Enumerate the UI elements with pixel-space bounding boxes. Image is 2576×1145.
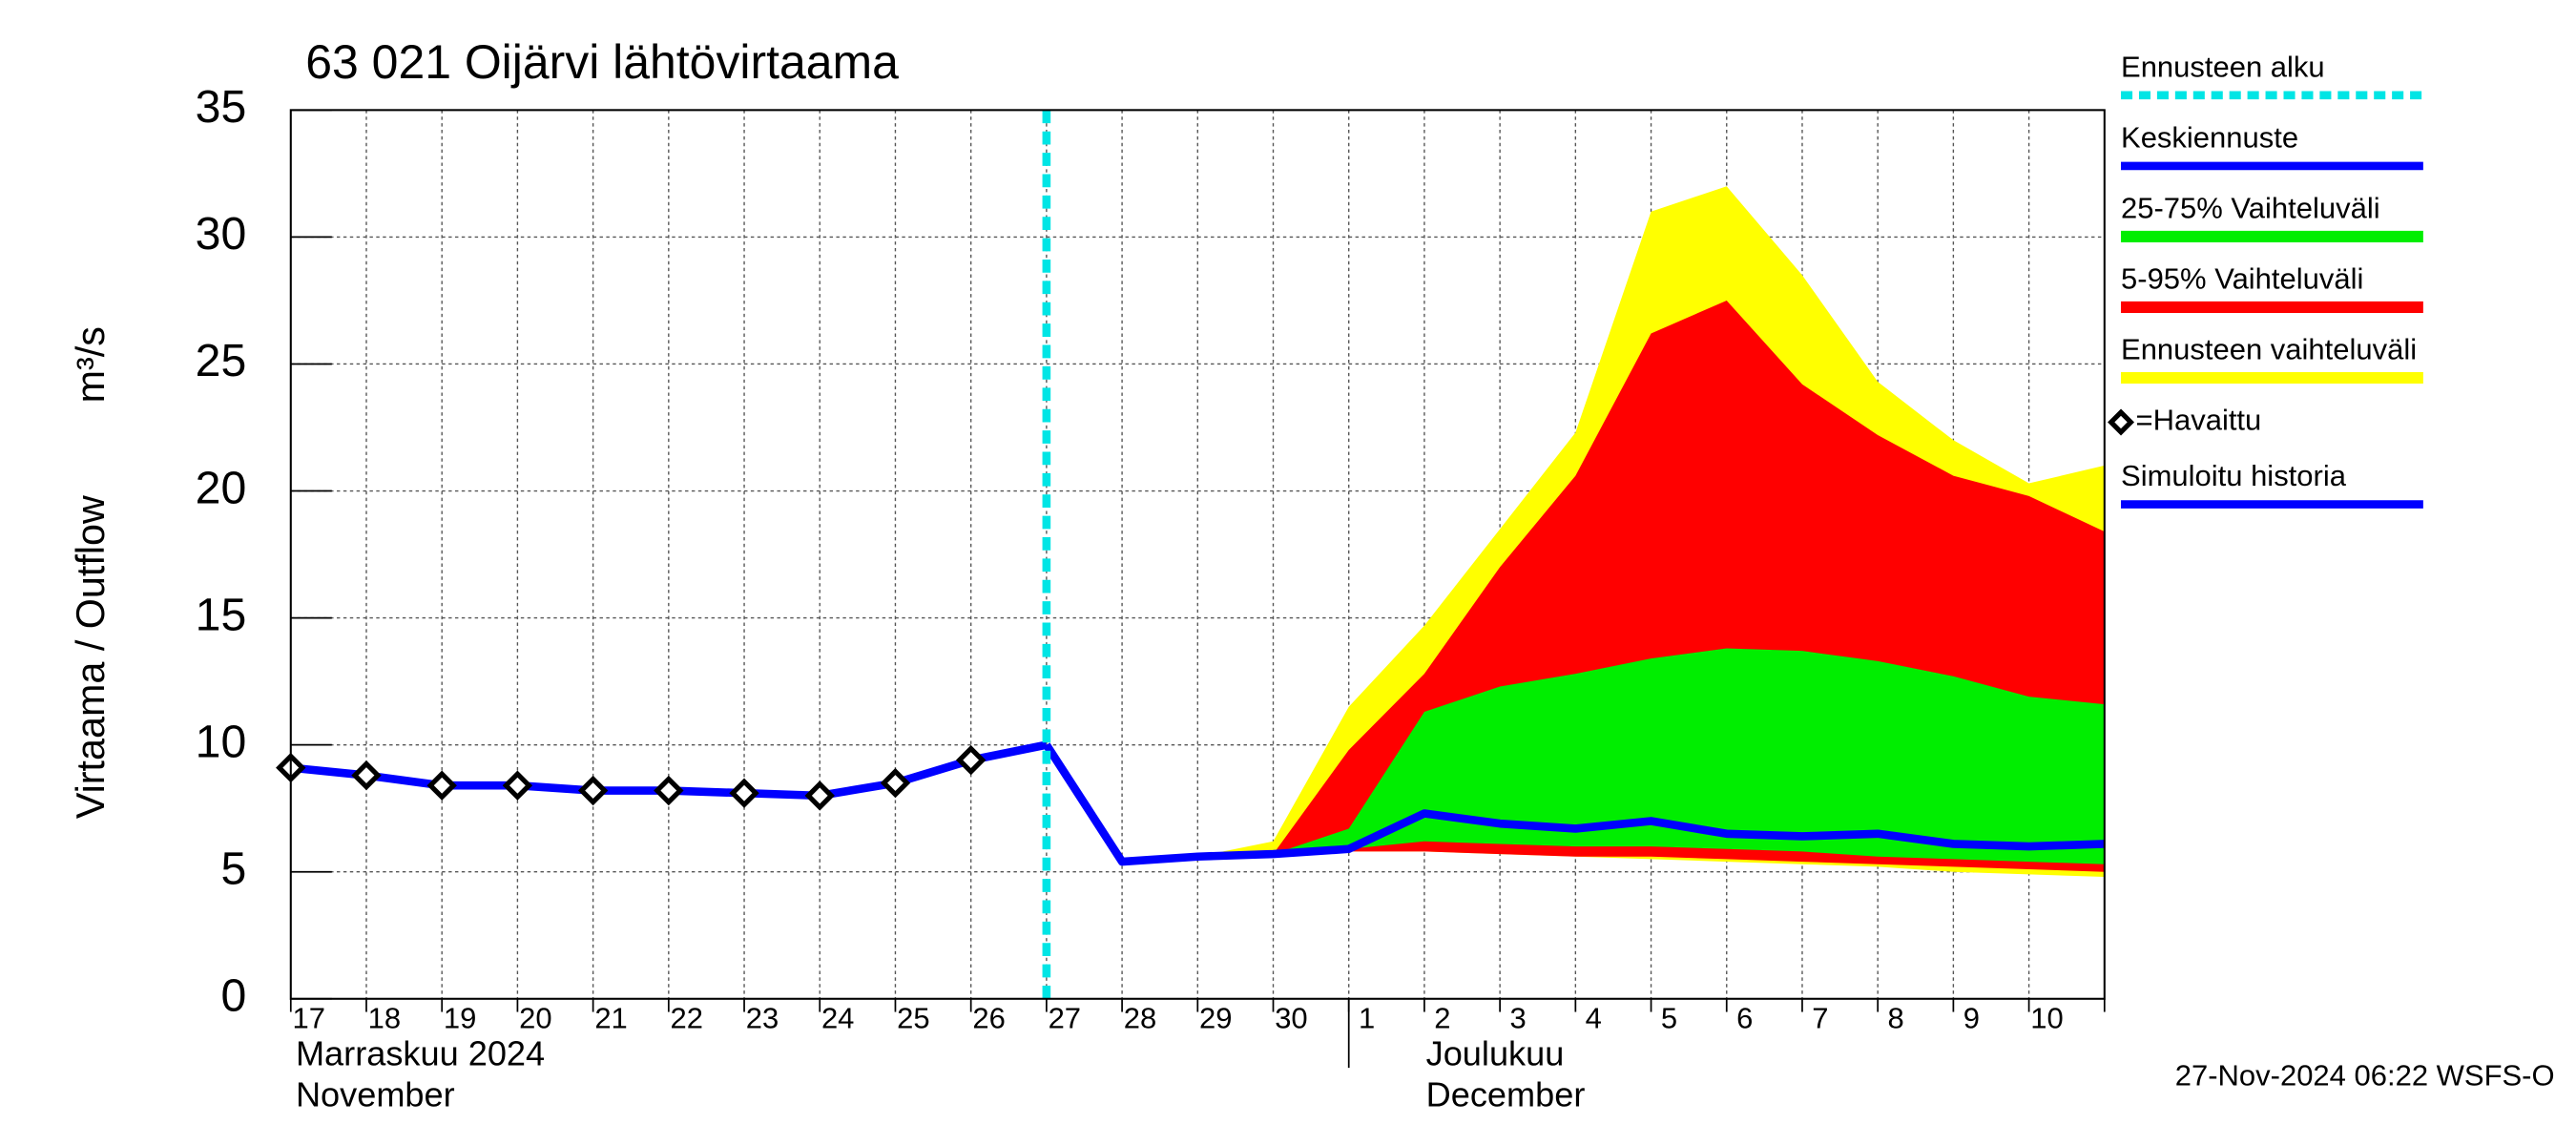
legend-label: 25-75% Vaihteluväli — [2121, 192, 2380, 225]
x-tick-label: 26 — [972, 1001, 1005, 1034]
month-label: Joulukuu — [1426, 1034, 1565, 1073]
x-tick-label: 21 — [594, 1001, 627, 1034]
y-tick-label: 30 — [196, 208, 247, 260]
observed-marker — [577, 775, 609, 806]
observed-marker — [955, 744, 987, 776]
y-tick-label: 25 — [196, 335, 247, 386]
y-axis-label: Virtaama / Outflow — [69, 495, 113, 819]
observed-marker — [880, 767, 911, 799]
band — [1273, 648, 2105, 864]
x-tick-label: 24 — [821, 1001, 854, 1034]
observed-marker — [426, 770, 457, 801]
x-tick-label: 28 — [1124, 1001, 1156, 1034]
y-tick-label: 5 — [220, 843, 246, 894]
legend-label: Ennusteen alku — [2121, 50, 2325, 83]
x-tick-label: 22 — [671, 1001, 703, 1034]
x-tick-label: 30 — [1275, 1001, 1307, 1034]
x-tick-label: 10 — [2030, 1001, 2063, 1034]
legend-label: =Havaittu — [2136, 404, 2262, 437]
x-tick-label: 27 — [1049, 1001, 1081, 1034]
x-tick-label: 23 — [746, 1001, 779, 1034]
legend-label: 5-95% Vaihteluväli — [2121, 262, 2363, 296]
x-tick-label: 9 — [1963, 1001, 1980, 1034]
legend-marker — [2108, 408, 2135, 436]
x-tick-label: 19 — [444, 1001, 476, 1034]
x-tick-label: 3 — [1509, 1001, 1526, 1034]
x-tick-label: 7 — [1812, 1001, 1828, 1034]
y-tick-label: 20 — [196, 462, 247, 513]
plot-frame — [289, 109, 2106, 1000]
legend-label: Keskiennuste — [2121, 121, 2298, 155]
y-tick-label: 35 — [196, 81, 247, 133]
observed-marker — [654, 775, 684, 806]
y-tick-label: 10 — [196, 716, 247, 767]
x-tick-label: 1 — [1359, 1001, 1375, 1034]
footer: 27-Nov-2024 06:22 WSFS-O — [2175, 1059, 2555, 1093]
x-tick-label: 25 — [897, 1001, 929, 1034]
x-tick-label: 5 — [1661, 1001, 1677, 1034]
observed-marker — [729, 778, 759, 808]
line — [1043, 742, 2105, 866]
y-tick-label: 0 — [220, 970, 246, 1022]
chart-title: 63 021 Oijärvi lähtövirtaama — [305, 35, 899, 89]
observed-marker — [502, 770, 533, 801]
legend-label: Ennusteen vaihteluväli — [2121, 333, 2417, 366]
observed-marker — [804, 781, 835, 811]
x-tick-label: 8 — [1887, 1001, 1903, 1034]
x-tick-label: 18 — [368, 1001, 401, 1034]
month-label: November — [296, 1075, 455, 1114]
observed-marker — [351, 760, 382, 791]
x-tick-label: 29 — [1199, 1001, 1232, 1034]
y-axis-unit: m³/s — [69, 326, 113, 403]
month-label: Marraskuu 2024 — [296, 1034, 545, 1073]
x-tick-label: 6 — [1736, 1001, 1753, 1034]
month-label: December — [1426, 1075, 1586, 1114]
x-tick-label: 2 — [1434, 1001, 1450, 1034]
x-tick-label: 17 — [292, 1001, 324, 1034]
x-tick-label: 4 — [1586, 1001, 1602, 1034]
x-tick-label: 20 — [519, 1001, 551, 1034]
legend-label: Simuloitu historia — [2121, 459, 2347, 492]
y-tick-label: 15 — [196, 589, 247, 640]
